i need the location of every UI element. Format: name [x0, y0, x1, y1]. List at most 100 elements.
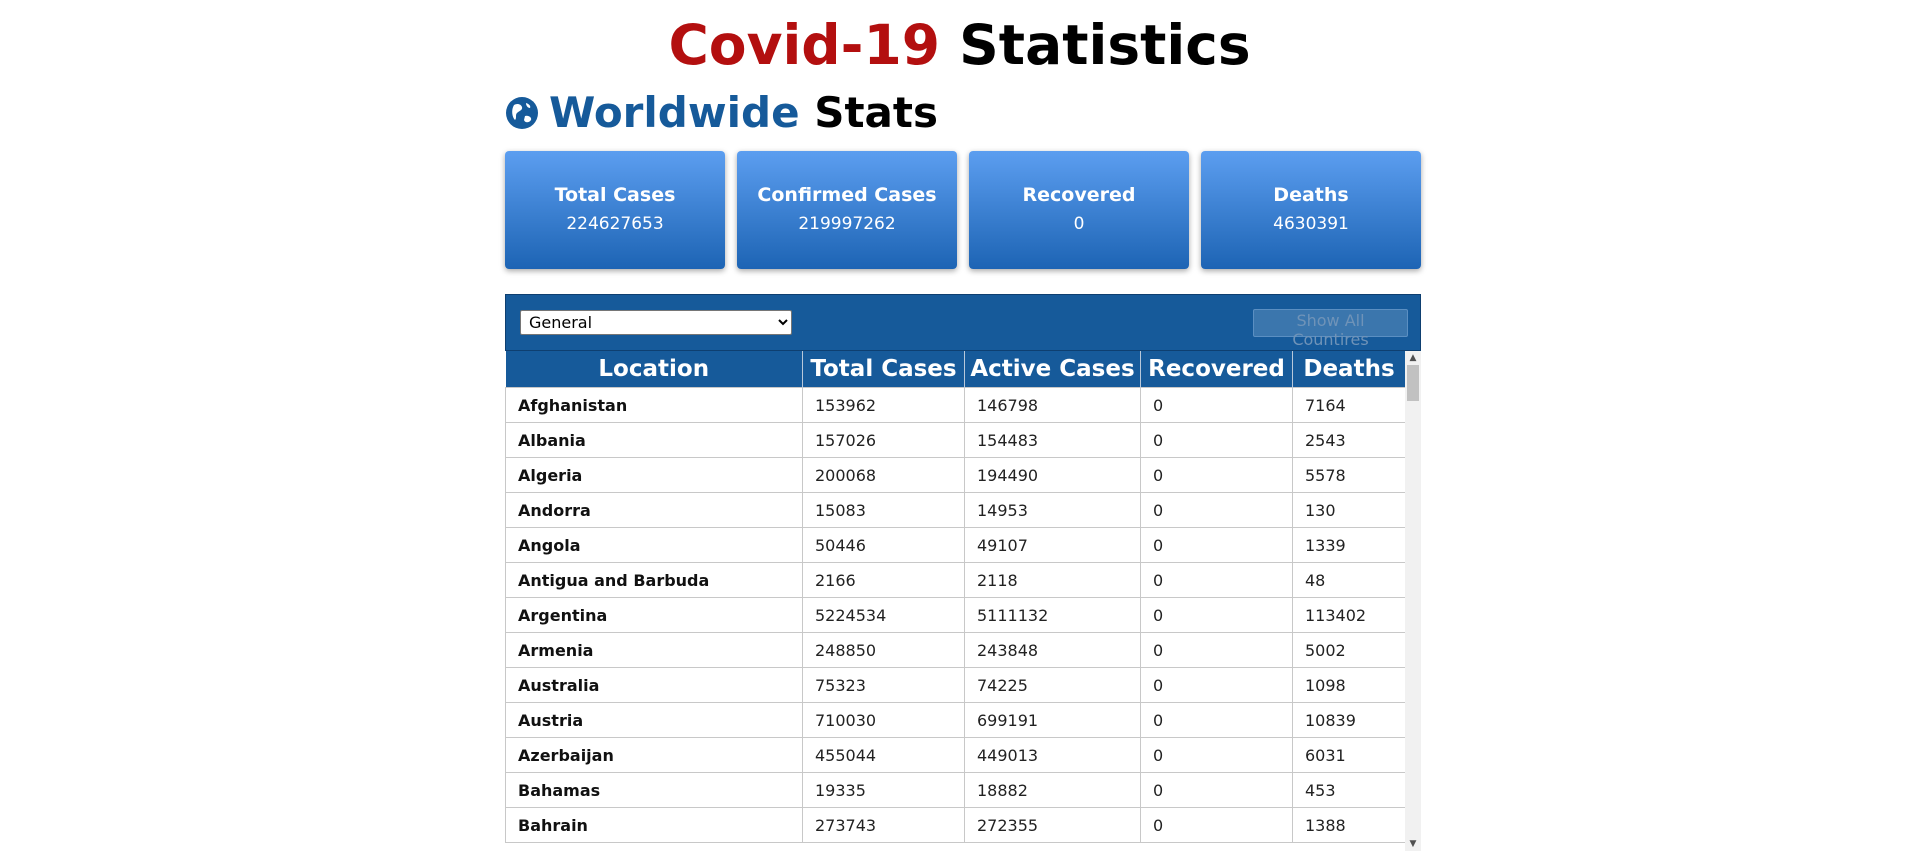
table-cell: 1098 — [1292, 667, 1406, 703]
table-row: Bahrain 273743 272355 0 1388 — [505, 807, 1406, 843]
country-name-cell: Afghanistan — [505, 387, 803, 423]
table-cell: 0 — [1140, 597, 1293, 633]
table-cell: 0 — [1140, 527, 1293, 563]
table-row: Angola 50446 49107 0 1339 — [505, 527, 1406, 563]
table-cell: 49107 — [964, 527, 1141, 563]
country-name-cell: Argentina — [505, 597, 803, 633]
card-label: Recovered — [1022, 184, 1136, 206]
confirmed-cases-card: Confirmed Cases 219997262 — [737, 151, 957, 269]
country-name-cell: Angola — [505, 527, 803, 563]
table-cell: 0 — [1140, 807, 1293, 843]
table-cell: 0 — [1140, 562, 1293, 598]
country-name-cell: Albania — [505, 422, 803, 458]
column-header: Deaths — [1292, 351, 1406, 388]
table-cell: 0 — [1140, 422, 1293, 458]
table-cell: 113402 — [1292, 597, 1406, 633]
card-label: Deaths — [1273, 184, 1349, 206]
table-cell: 243848 — [964, 632, 1141, 668]
table-cell: 18882 — [964, 772, 1141, 808]
table-cell: 0 — [1140, 387, 1293, 423]
table-cell: 5578 — [1292, 457, 1406, 493]
table-cell: 6031 — [1292, 737, 1406, 773]
country-name-cell: Austria — [505, 702, 803, 738]
card-label: Confirmed Cases — [757, 184, 937, 206]
table-cell: 130 — [1292, 492, 1406, 528]
table-scrollbar[interactable]: ▲ ▼ — [1405, 351, 1421, 851]
table-row: Andorra 15083 14953 0 130 — [505, 492, 1406, 528]
scroll-down-arrow-icon[interactable]: ▼ — [1409, 839, 1417, 849]
countries-table-container[interactable]: Location Total Cases Active Cases Recovered… — [505, 351, 1421, 851]
table-cell: 0 — [1140, 632, 1293, 668]
table-cell: 0 — [1140, 457, 1293, 493]
scroll-up-arrow-icon[interactable]: ▲ — [1409, 353, 1417, 363]
table-cell: 1339 — [1292, 527, 1406, 563]
table-cell: 7164 — [1292, 387, 1406, 423]
show-all-countries-button[interactable]: Show All Countires — [1253, 309, 1408, 349]
table-cell: 710030 — [802, 702, 965, 738]
table-header-row: Location Total Cases Active Cases Recovered… — [505, 351, 1406, 388]
table-cell: 14953 — [964, 492, 1141, 528]
scrollbar-thumb[interactable] — [1407, 365, 1419, 401]
country-name-cell: Algeria — [505, 457, 803, 493]
table-row: Afghanistan 153962 146798 0 7164 — [505, 387, 1406, 423]
table-cell: 154483 — [964, 422, 1141, 458]
card-label: Total Cases — [554, 184, 676, 206]
card-value: 4630391 — [1273, 214, 1349, 234]
country-name-cell: Armenia — [505, 632, 803, 668]
table-cell: 5002 — [1292, 632, 1406, 668]
table-cell: 453 — [1292, 772, 1406, 808]
country-name-cell: Azerbaijan — [505, 737, 803, 773]
country-name-cell: Bahamas — [505, 772, 803, 808]
page-title-accent: Covid-19 — [668, 13, 941, 77]
table-toolbar: General Show All Countires — [505, 294, 1421, 351]
table-cell: 5111132 — [964, 597, 1141, 633]
table-cell: 48 — [1292, 562, 1406, 598]
worldwide-stats-heading: Worldwide Stats — [505, 85, 938, 140]
table-cell: 153962 — [802, 387, 965, 423]
table-row: Austria 710030 699191 0 10839 — [505, 702, 1406, 738]
table-cell: 1388 — [1292, 807, 1406, 843]
table-cell: 15083 — [802, 492, 965, 528]
column-header: Active Cases — [964, 351, 1141, 388]
table-row: Antigua and Barbuda 2166 2118 0 48 — [505, 562, 1406, 598]
table-cell: 5224534 — [802, 597, 965, 633]
country-name-cell: Bahrain — [505, 807, 803, 843]
table-cell: 2543 — [1292, 422, 1406, 458]
table-cell: 157026 — [802, 422, 965, 458]
table-row: Algeria 200068 194490 0 5578 — [505, 457, 1406, 493]
view-select[interactable]: General — [520, 310, 792, 335]
table-cell: 146798 — [964, 387, 1141, 423]
table-cell: 455044 — [802, 737, 965, 773]
worldwide-label: Worldwide — [549, 88, 800, 137]
page-title: Covid-19 Statistics — [0, 10, 1919, 80]
table-cell: 200068 — [802, 457, 965, 493]
table-cell: 0 — [1140, 667, 1293, 703]
table-cell: 50446 — [802, 527, 965, 563]
table-cell: 0 — [1140, 702, 1293, 738]
table-cell: 273743 — [802, 807, 965, 843]
table-cell: 10839 — [1292, 702, 1406, 738]
stats-label: Stats — [799, 88, 938, 137]
table-cell: 75323 — [802, 667, 965, 703]
total-cases-card: Total Cases 224627653 — [505, 151, 725, 269]
table-row: Argentina 5224534 5111132 0 113402 — [505, 597, 1406, 633]
table-cell: 2166 — [802, 562, 965, 598]
table-cell: 194490 — [964, 457, 1141, 493]
table-row: Azerbaijan 455044 449013 0 6031 — [505, 737, 1406, 773]
countries-table: Location Total Cases Active Cases Recovered… — [505, 351, 1406, 843]
page-title-rest: Statistics — [940, 13, 1251, 77]
recovered-card: Recovered 0 — [969, 151, 1189, 269]
table-cell: 248850 — [802, 632, 965, 668]
card-value: 0 — [1073, 214, 1085, 234]
column-header: Total Cases — [802, 351, 965, 388]
column-header: Recovered — [1140, 351, 1293, 388]
table-cell: 19335 — [802, 772, 965, 808]
table-cell: 0 — [1140, 737, 1293, 773]
table-body: Afghanistan 153962 146798 0 7164 Albania 15702… — [505, 387, 1406, 843]
table-cell: 0 — [1140, 492, 1293, 528]
table-cell: 2118 — [964, 562, 1141, 598]
column-header: Location — [505, 351, 803, 388]
table-row: Bahamas 19335 18882 0 453 — [505, 772, 1406, 808]
table-cell: 74225 — [964, 667, 1141, 703]
table-cell: 0 — [1140, 772, 1293, 808]
